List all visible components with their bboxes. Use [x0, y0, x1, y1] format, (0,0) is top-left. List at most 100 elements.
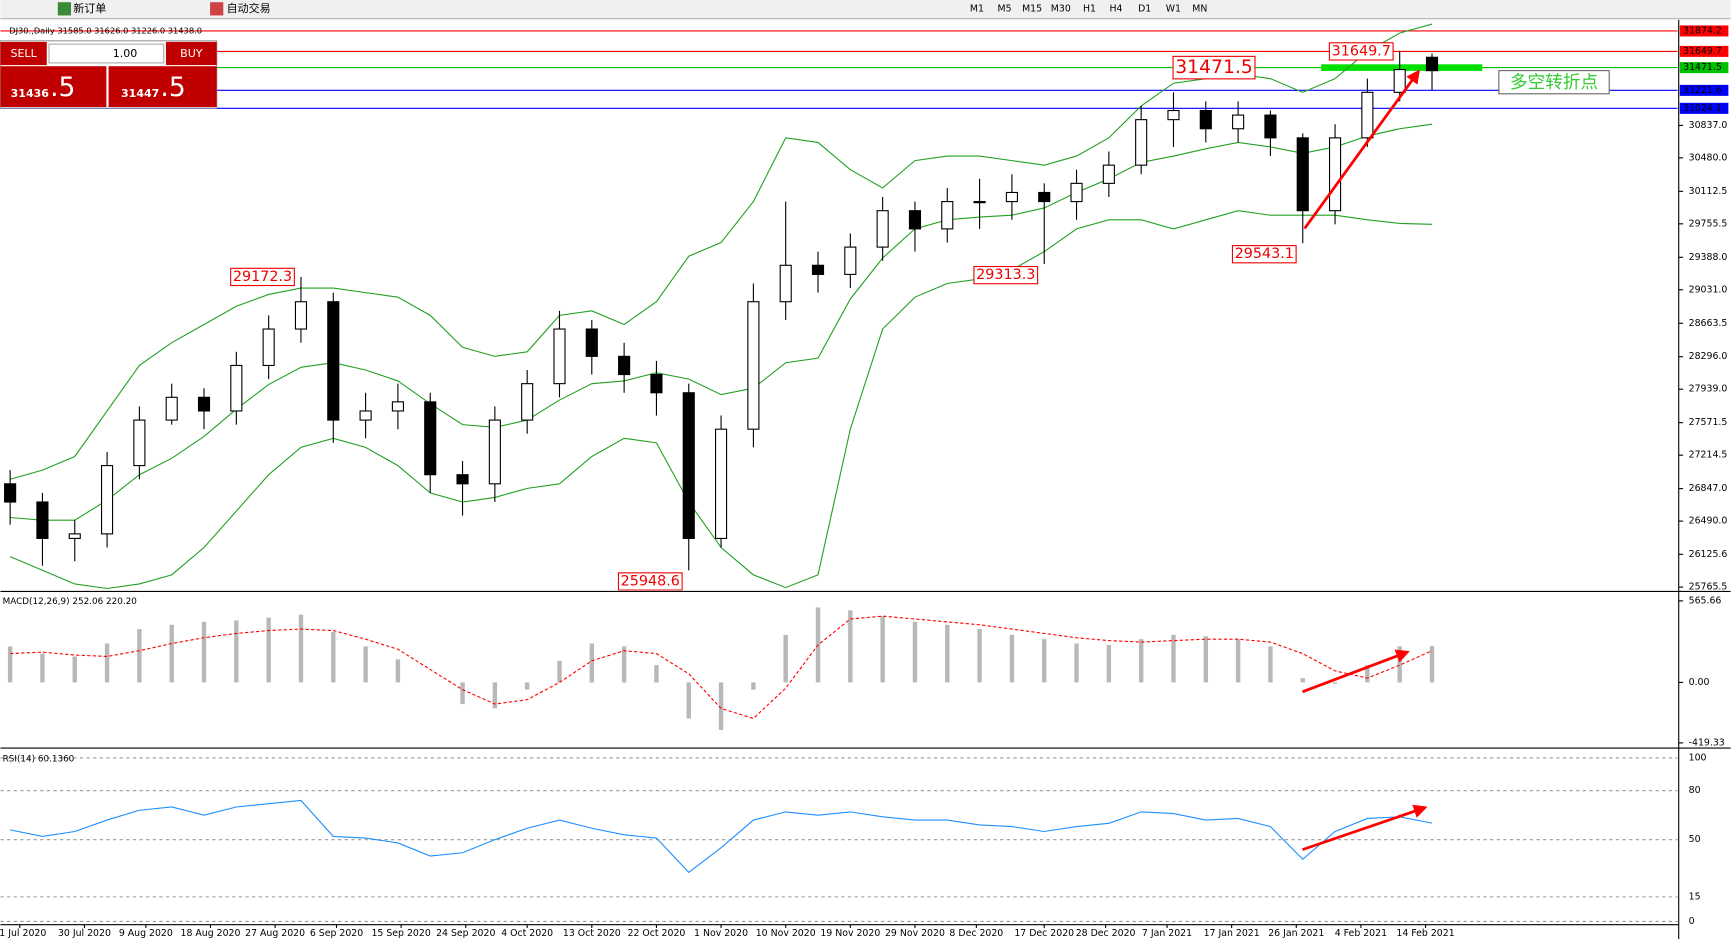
timeframe[interactable]: W1: [1166, 3, 1181, 14]
candle-body: [68, 533, 81, 539]
candle-body: [294, 301, 308, 330]
macd-bar: [137, 629, 142, 683]
macd-bar: [686, 682, 691, 719]
level-tag: [1679, 84, 1729, 96]
buy-button[interactable]: [165, 41, 217, 66]
price-label-box: [617, 572, 683, 591]
macd-bar: [1042, 639, 1047, 683]
macd-bar: [298, 614, 304, 683]
macd-bar: [104, 643, 110, 683]
x-tick-label: 4 Oct 2020: [501, 928, 553, 939]
candle-body: [230, 364, 243, 412]
annotation: 多空转折点: [1510, 72, 1598, 93]
candle-body: [1393, 69, 1406, 93]
candle-body: [618, 355, 631, 376]
macd-bar: [201, 621, 207, 683]
candle-body: [811, 264, 825, 275]
auto-trading-icon[interactable]: [210, 2, 224, 16]
trade-panel: SELL 1.00 BUY 31436 .5 31447 .5: [0, 40, 218, 109]
candle-body: [1005, 191, 1018, 203]
x-tick-label: 7 Jan 2021: [1142, 928, 1192, 939]
candle-body: [262, 328, 275, 367]
candle-body: [1264, 114, 1277, 139]
buy-label[interactable]: BUY: [180, 47, 203, 60]
candle-body: [488, 419, 501, 485]
candle-body: [101, 465, 114, 535]
bid-box[interactable]: [0, 66, 107, 108]
candle-body: [1199, 109, 1212, 130]
bollinger-middle: [10, 123, 1433, 521]
macd-bar: [1138, 639, 1144, 683]
y-tick-label: 26490.0: [1689, 516, 1728, 527]
lot-field[interactable]: [48, 43, 165, 64]
timeframe[interactable]: H4: [1109, 3, 1122, 14]
timeframe[interactable]: M5: [998, 3, 1012, 14]
macd-bar: [7, 646, 13, 683]
macd-bar: [1429, 646, 1435, 683]
x-tick-label: 22 Oct 2020: [627, 928, 685, 939]
timeframe[interactable]: M30: [1051, 3, 1071, 14]
y-tick-label: 0: [1689, 916, 1695, 927]
level-label: 31471.5: [1683, 62, 1722, 73]
level-label: 31874.2: [1683, 25, 1722, 36]
macd-bar: [492, 682, 498, 709]
candle-body: [941, 201, 954, 230]
candle-body: [456, 474, 469, 485]
y-tick-label: 27571.5: [1689, 417, 1728, 428]
timeframe[interactable]: M15: [1022, 3, 1042, 14]
candle-body: [133, 419, 146, 467]
candle-body: [165, 396, 178, 421]
timeframe[interactable]: M1: [970, 3, 984, 14]
macd-bar: [1268, 646, 1273, 683]
auto-trading[interactable]: 自动交易: [227, 1, 271, 15]
y-tick-label: 15: [1689, 891, 1701, 902]
ask-box[interactable]: [108, 66, 217, 108]
timeframe[interactable]: H1: [1083, 3, 1096, 14]
ask-main[interactable]: 31447: [121, 87, 159, 100]
macd-bar: [912, 621, 918, 683]
timeframe[interactable]: MN: [1192, 3, 1207, 14]
sell-button[interactable]: [0, 41, 47, 66]
y-tick-label: 26125.6: [1689, 549, 1728, 560]
y-tick-label: 30480.0: [1689, 152, 1728, 163]
candle-body: [553, 328, 566, 385]
level-tag: [1679, 102, 1729, 114]
y-tick-label: -419.33: [1689, 737, 1725, 748]
bollinger-lower: [9, 210, 1433, 590]
price-label: 29172.3: [233, 269, 292, 285]
macd-bar: [169, 624, 174, 683]
macd-bar: [234, 620, 239, 683]
sell-label[interactable]: SELL: [10, 47, 37, 60]
new-order-icon[interactable]: [57, 2, 72, 16]
x-tick-label: 9 Aug 2020: [119, 928, 173, 939]
candle-body: [327, 301, 340, 421]
bid-main[interactable]: 31436: [11, 87, 50, 100]
candle-body: [1296, 137, 1309, 212]
macd-bar: [848, 610, 853, 683]
macd-bar: [1300, 678, 1305, 683]
candle-body: [1361, 91, 1374, 139]
lot-value[interactable]: 1.00: [113, 47, 138, 60]
macd-bar: [977, 629, 982, 683]
macd-bar: [1074, 643, 1079, 683]
ask-frac[interactable]: .5: [160, 72, 185, 103]
new-order[interactable]: 新订单: [73, 1, 106, 15]
y-tick-label: 27214.5: [1689, 450, 1728, 461]
candle-body: [1167, 109, 1180, 121]
trend-arrow: [1303, 69, 1420, 230]
candle-body: [1038, 191, 1051, 203]
price-label: 29543.1: [1235, 246, 1294, 262]
macd-bar: [1009, 634, 1015, 683]
x-tick-label: 27 Aug 2020: [245, 928, 305, 939]
bid-frac[interactable]: .5: [50, 72, 75, 103]
candle-body: [424, 401, 437, 476]
x-tick-label: 1 Nov 2020: [694, 928, 748, 939]
x-tick-label: 17 Dec 2020: [1014, 928, 1074, 939]
candle-body: [585, 328, 598, 357]
timeframe[interactable]: D1: [1138, 3, 1151, 14]
macd-bar: [1332, 682, 1338, 684]
rsi-title: RSI(14) 60.1360: [3, 755, 75, 765]
x-tick-label: 4 Feb 2021: [1335, 928, 1387, 939]
